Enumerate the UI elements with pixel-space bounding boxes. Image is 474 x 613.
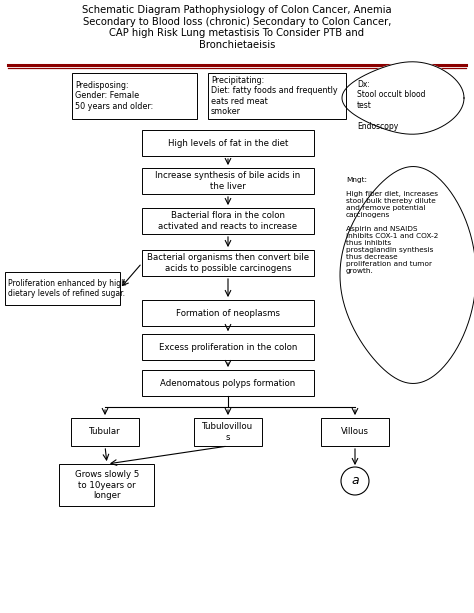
FancyBboxPatch shape <box>5 272 120 305</box>
Text: Formation of neoplasms: Formation of neoplasms <box>176 308 280 318</box>
Text: High levels of fat in the diet: High levels of fat in the diet <box>168 139 288 148</box>
Polygon shape <box>342 62 464 134</box>
FancyBboxPatch shape <box>142 250 314 276</box>
Text: Mngt:

High fiber diet, increases
stool bulk thereby dilute
and remove potential: Mngt: High fiber diet, increases stool b… <box>346 177 438 274</box>
Text: Dx:
Stool occult blood
test

Endoscopy: Dx: Stool occult blood test Endoscopy <box>357 80 426 131</box>
FancyBboxPatch shape <box>60 464 155 506</box>
FancyBboxPatch shape <box>71 418 139 446</box>
Text: Villous: Villous <box>341 427 369 436</box>
FancyBboxPatch shape <box>142 334 314 360</box>
Text: Adenomatous polyps formation: Adenomatous polyps formation <box>160 378 296 387</box>
Text: Predisposing:
Gender: Female
50 years and older:: Predisposing: Gender: Female 50 years an… <box>75 81 153 111</box>
FancyBboxPatch shape <box>321 418 389 446</box>
FancyBboxPatch shape <box>142 168 314 194</box>
Text: Bacterial flora in the colon
activated and reacts to increase: Bacterial flora in the colon activated a… <box>158 211 298 230</box>
Text: Tubular: Tubular <box>89 427 121 436</box>
FancyBboxPatch shape <box>142 130 314 156</box>
FancyBboxPatch shape <box>142 300 314 326</box>
Text: Proliferation enhanced by high
dietary levels of refined sugar.: Proliferation enhanced by high dietary l… <box>8 279 126 298</box>
FancyBboxPatch shape <box>72 73 197 119</box>
Text: Excess proliferation in the colon: Excess proliferation in the colon <box>159 343 297 351</box>
FancyBboxPatch shape <box>208 73 346 119</box>
FancyBboxPatch shape <box>142 208 314 234</box>
Text: Tubulovillou
s: Tubulovillou s <box>202 422 254 442</box>
Text: Bacterial organisms then convert bile
acids to possible carcinogens: Bacterial organisms then convert bile ac… <box>147 253 309 273</box>
FancyBboxPatch shape <box>194 418 262 446</box>
Text: Increase synthesis of bile acids in
the liver: Increase synthesis of bile acids in the … <box>155 171 301 191</box>
FancyBboxPatch shape <box>142 370 314 396</box>
Text: Precipitating:
Diet: fatty foods and frequently
eats red meat
smoker: Precipitating: Diet: fatty foods and fre… <box>211 76 337 116</box>
Circle shape <box>341 467 369 495</box>
Text: a: a <box>351 474 359 487</box>
Text: Schematic Diagram Pathophysiology of Colon Cancer, Anemia
Secondary to Blood los: Schematic Diagram Pathophysiology of Col… <box>82 5 392 50</box>
Text: Grows slowly 5
to 10years or
longer: Grows slowly 5 to 10years or longer <box>75 470 139 500</box>
Polygon shape <box>340 167 474 384</box>
